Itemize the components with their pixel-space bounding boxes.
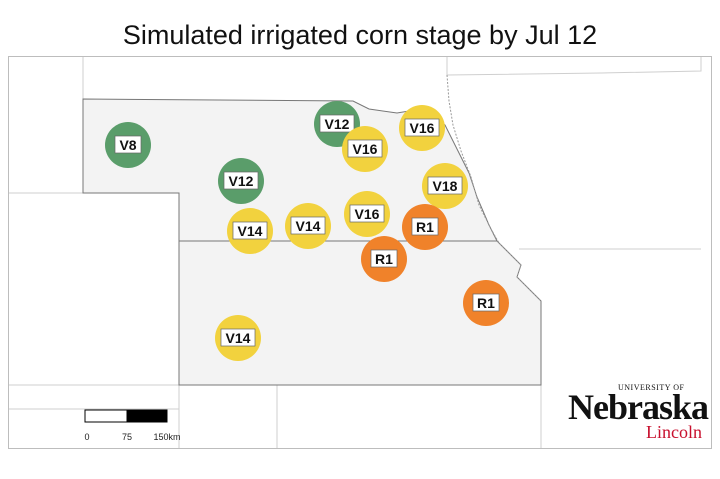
site-marker: V18 bbox=[422, 163, 468, 209]
logo-nebraska: Nebraska bbox=[568, 387, 709, 427]
stage-label: R1 bbox=[375, 251, 393, 267]
site-marker: V16 bbox=[399, 105, 445, 151]
university-logo: UNIVERSITY OF Nebraska Lincoln bbox=[566, 382, 716, 444]
nebraska-outline bbox=[82, 98, 498, 242]
scale-label-150: 150km bbox=[153, 432, 180, 442]
site-marker: V16 bbox=[344, 191, 390, 237]
neighbor-borders bbox=[9, 57, 702, 448]
river-border bbox=[446, 74, 542, 302]
scale-label-75: 75 bbox=[122, 432, 132, 442]
stage-label: V8 bbox=[119, 137, 136, 153]
site-marker: V8 bbox=[105, 122, 151, 168]
stage-label: R1 bbox=[477, 295, 495, 311]
stage-label: V14 bbox=[296, 218, 321, 234]
stage-label: R1 bbox=[416, 219, 434, 235]
site-marker: V12 bbox=[218, 158, 264, 204]
map-title: Simulated irrigated corn stage by Jul 12 bbox=[122, 20, 598, 50]
scale-label-0: 0 bbox=[84, 432, 89, 442]
stage-label: V14 bbox=[238, 223, 263, 239]
stage-label: V16 bbox=[410, 120, 435, 136]
map-frame: V8 V12 V16 V16 V12 bbox=[8, 56, 712, 449]
site-marker: V14 bbox=[285, 203, 331, 249]
site-marker: R1 bbox=[463, 280, 509, 326]
stage-label: V12 bbox=[229, 173, 254, 189]
stage-label: V16 bbox=[353, 141, 378, 157]
stage-label: V14 bbox=[226, 330, 251, 346]
site-marker: R1 bbox=[402, 204, 448, 250]
site-marker: V14 bbox=[227, 208, 273, 254]
logo-lincoln: Lincoln bbox=[646, 422, 702, 442]
scale-bar: 0 75 150km bbox=[84, 409, 181, 442]
state-map: V8 V12 V16 V16 V12 bbox=[9, 57, 702, 448]
logo-university: UNIVERSITY OF bbox=[618, 383, 685, 392]
stage-label: V16 bbox=[355, 206, 380, 222]
stage-label: V12 bbox=[325, 116, 350, 132]
site-markers: V8 V12 V16 V16 V12 bbox=[105, 101, 509, 361]
site-marker: R1 bbox=[361, 236, 407, 282]
site-marker: V16 bbox=[342, 126, 388, 172]
site-marker: V14 bbox=[215, 315, 261, 361]
stage-label: V18 bbox=[433, 178, 458, 194]
